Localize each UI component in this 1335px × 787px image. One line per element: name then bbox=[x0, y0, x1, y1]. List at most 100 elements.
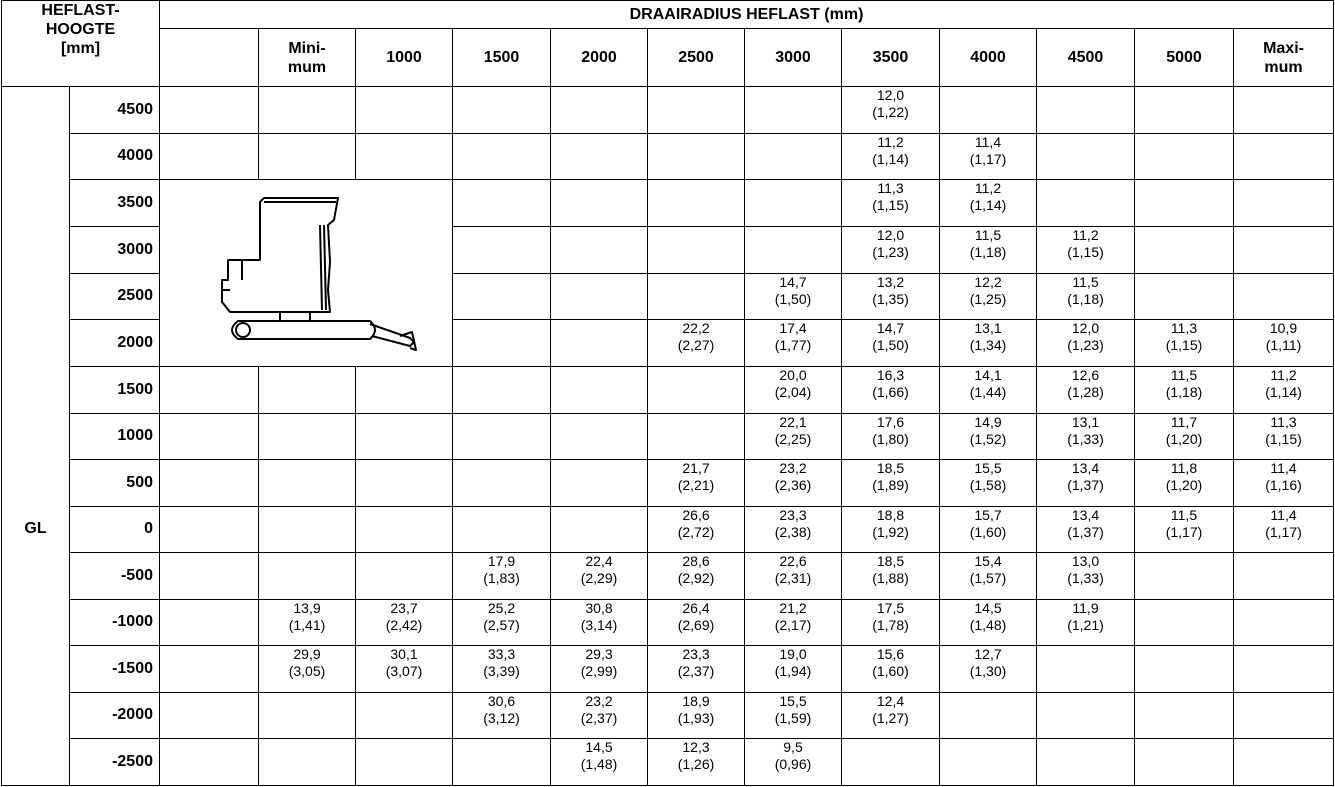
data-row: GL 0 26,6 (2,72) 23,3 (2,38) 18,8 (1,92) 15,7 (1,… bbox=[1, 505, 1335, 553]
value-cell: 18,5 (1,88) bbox=[841, 552, 940, 600]
load-factor: (1,15) bbox=[1265, 430, 1302, 447]
load-value: 15,5 bbox=[974, 460, 1002, 476]
value-cell bbox=[1232, 738, 1335, 786]
value-cell bbox=[258, 691, 356, 739]
value-cell bbox=[647, 86, 745, 134]
value-cell bbox=[841, 738, 940, 786]
value-cell: 17,4 (1,77) bbox=[744, 319, 842, 367]
load-factor: (1,66) bbox=[872, 384, 909, 400]
load-value: 11,3 bbox=[1170, 320, 1198, 337]
value-cell: 22,1 (2,25) bbox=[744, 412, 842, 460]
value-cell bbox=[1036, 86, 1135, 134]
value-cell bbox=[355, 132, 453, 180]
data-row: -2500 14,5 (1,48) 12,3 (1,26) 9,5 (0,96) bbox=[1, 738, 1335, 786]
value-cell bbox=[1036, 691, 1135, 739]
blank-cell bbox=[159, 738, 259, 786]
load-value: 19,0 bbox=[779, 646, 807, 662]
value-cell: 17,5 (1,78) bbox=[841, 598, 940, 646]
load-factor: (2,31) bbox=[774, 570, 812, 586]
value-cell: 11,5 (1,18) bbox=[939, 225, 1037, 274]
data-row: -1000 13,9 (1,41) 23,7 (2,42) 25,2 (2,57) 30,8(… bbox=[1, 598, 1335, 646]
load-value: 20,0 bbox=[779, 367, 807, 383]
load-value: 30,8 bbox=[585, 599, 613, 616]
gl-cell bbox=[1, 86, 70, 133]
blank-cell bbox=[159, 28, 259, 87]
load-factor: (0,96) bbox=[774, 756, 812, 772]
load-value: 13,4 bbox=[1071, 506, 1100, 523]
gl-cell bbox=[1, 692, 70, 739]
gl-cell bbox=[1, 366, 70, 413]
value-cell: 19,0 (1,94) bbox=[744, 645, 842, 693]
load-value: 11,5 bbox=[1072, 273, 1099, 290]
value-cell bbox=[355, 366, 453, 414]
value-cell: 18,5 (1,89) bbox=[841, 459, 940, 507]
load-value: 23,2 bbox=[779, 460, 807, 476]
load-value: 26,6 bbox=[682, 506, 710, 523]
load-factor: (1,33) bbox=[1067, 570, 1104, 586]
height-label: 0 bbox=[69, 505, 160, 553]
value-cell: 13,4 (1,37) bbox=[1036, 505, 1135, 553]
load-value: 10,9 bbox=[1269, 320, 1298, 337]
load-value: 18,9 bbox=[682, 692, 710, 709]
load-value: 28,6 bbox=[682, 553, 710, 569]
column-header: 1500 bbox=[452, 28, 551, 87]
height-label: 4000 bbox=[69, 132, 160, 180]
load-factor: (1,52) bbox=[969, 430, 1007, 447]
load-factor: (1,58) bbox=[969, 477, 1007, 493]
value-cell: 21,2 (2,17) bbox=[744, 598, 842, 646]
load-value: 11,2 bbox=[1072, 226, 1099, 243]
load-value: 15,5 bbox=[779, 692, 807, 709]
load-factor: (1,20) bbox=[1165, 477, 1203, 493]
height-label: 1500 bbox=[69, 366, 160, 414]
load-value: 11,3 bbox=[1270, 413, 1297, 430]
load-factor: (1,60) bbox=[969, 523, 1007, 540]
value-cell: 11,3 (1,15) bbox=[1232, 412, 1335, 460]
load-value: 23,3 bbox=[682, 646, 710, 662]
value-cell bbox=[258, 366, 356, 414]
value-cell bbox=[452, 459, 551, 507]
load-factor: (2,69) bbox=[677, 616, 715, 633]
load-value: 26,4 bbox=[682, 599, 710, 616]
value-cell: 23,3 (2,38) bbox=[744, 505, 842, 553]
value-cell bbox=[1232, 179, 1335, 227]
data-row: -2000 30,6 (3,12) 23,2 (2,37) 18,9 (1,93) 15,5(… bbox=[1, 691, 1335, 739]
blank-cell bbox=[159, 459, 259, 507]
load-factor: (1,23) bbox=[1067, 337, 1104, 354]
load-value: 11,2 bbox=[1270, 367, 1297, 383]
value-cell: 11,9 (1,21) bbox=[1036, 598, 1135, 646]
height-label: 4500 bbox=[69, 86, 160, 134]
data-row: 4000 11,2 (1,14) 11,4 (1,17) bbox=[1, 132, 1335, 180]
load-value: 29,9 bbox=[293, 646, 321, 662]
value-cell bbox=[1134, 691, 1234, 739]
height-label: 1000 bbox=[69, 412, 160, 460]
value-cell: 15,7 (1,60) bbox=[939, 505, 1037, 553]
load-value: 30,1 bbox=[390, 646, 418, 662]
load-value: 13,9 bbox=[293, 599, 321, 616]
value-cell: 11,2 (1,15) bbox=[1036, 225, 1135, 274]
load-factor: (2,99) bbox=[580, 663, 618, 679]
load-value: 11,4 bbox=[1270, 460, 1297, 476]
load-factor: (3,07) bbox=[385, 663, 423, 679]
value-cell bbox=[1036, 645, 1135, 693]
value-cell: 15,5 (1,58) bbox=[939, 459, 1037, 507]
value-cell bbox=[452, 179, 551, 227]
value-cell: 18,8 (1,92) bbox=[841, 505, 940, 553]
load-value: 13,2 bbox=[876, 273, 905, 290]
load-value: 33,3 bbox=[487, 646, 516, 662]
value-cell bbox=[647, 179, 745, 227]
load-factor: (1,60) bbox=[872, 663, 909, 679]
header-row: HEFLAST- HOOGTE [mm] DRAAIRADIUS HEFLAST … bbox=[1, 0, 1335, 87]
value-cell: 17,6 (1,80) bbox=[841, 412, 940, 460]
value-cell bbox=[452, 86, 551, 134]
value-cell: 12,7 (1,30) bbox=[939, 645, 1037, 693]
load-factor: (2,36) bbox=[774, 477, 812, 493]
data-row: 4500 12,0 (1,22) bbox=[1, 86, 1335, 134]
value-cell bbox=[1232, 598, 1335, 646]
load-factor: (1,37) bbox=[1067, 477, 1104, 493]
value-cell: 23,2 (2,37) bbox=[550, 691, 648, 739]
value-cell bbox=[550, 459, 648, 507]
gl-cell bbox=[1, 459, 70, 506]
value-cell bbox=[355, 505, 453, 553]
load-factor: (2,29) bbox=[580, 570, 618, 586]
load-value: 29,3 bbox=[585, 646, 613, 662]
